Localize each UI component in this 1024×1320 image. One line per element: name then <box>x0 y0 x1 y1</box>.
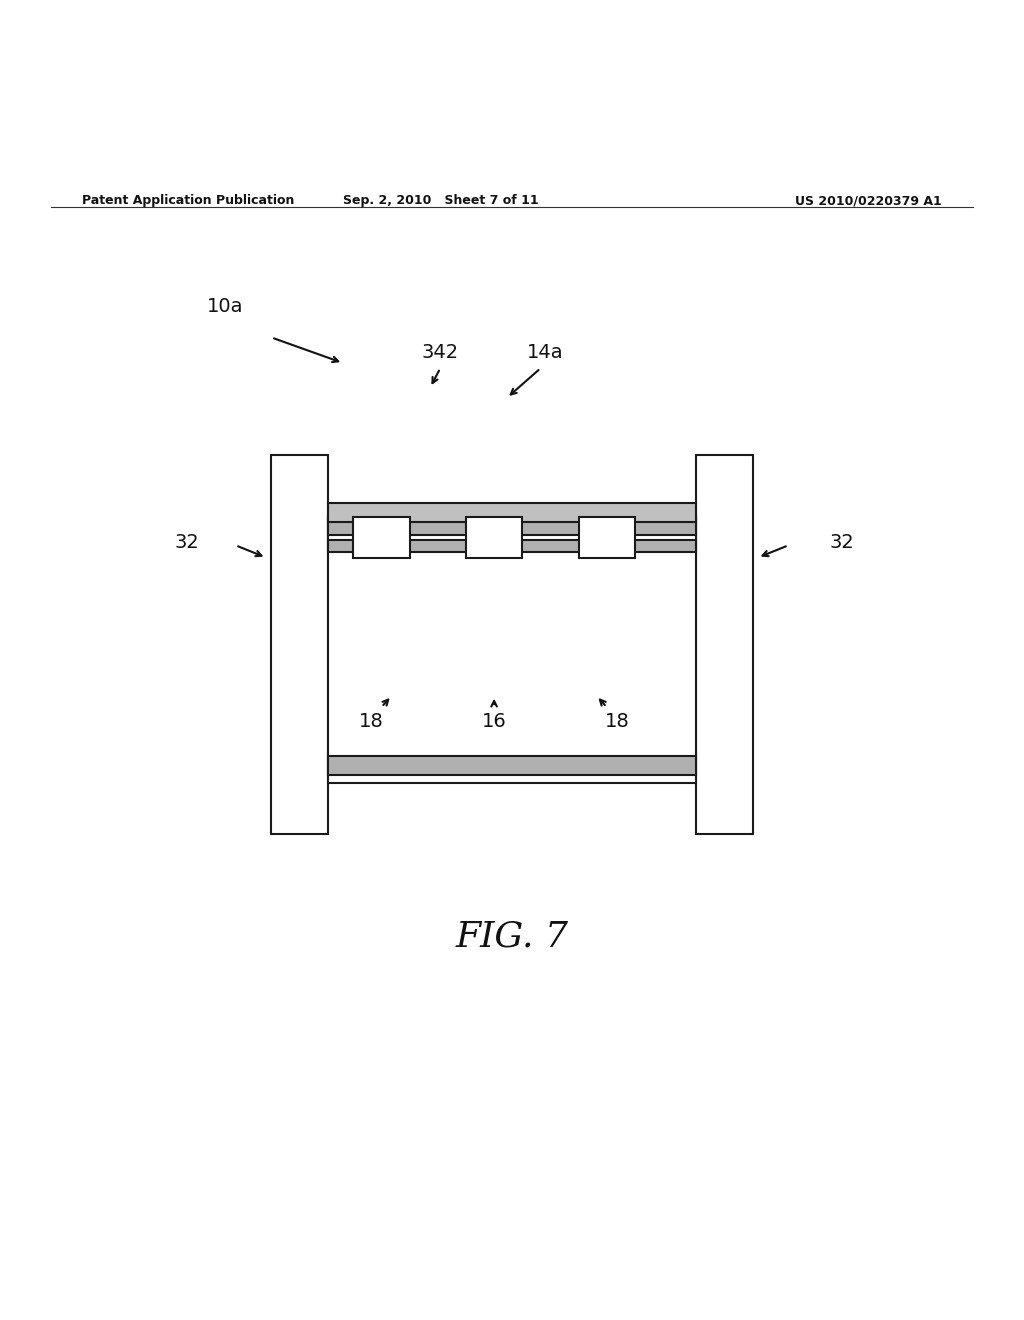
Bar <box>466 516 522 557</box>
Bar <box>328 516 696 535</box>
Text: Sep. 2, 2010   Sheet 7 of 11: Sep. 2, 2010 Sheet 7 of 11 <box>342 194 539 207</box>
Bar <box>353 516 410 557</box>
Bar <box>328 540 696 553</box>
Text: Patent Application Publication: Patent Application Publication <box>82 194 294 207</box>
Bar <box>696 455 753 834</box>
Bar <box>328 516 696 783</box>
Text: US 2010/0220379 A1: US 2010/0220379 A1 <box>796 194 942 207</box>
Text: FIG. 7: FIG. 7 <box>456 920 568 953</box>
Text: 32: 32 <box>829 533 854 552</box>
Text: 18: 18 <box>358 711 384 731</box>
Text: 18: 18 <box>604 711 630 731</box>
Text: 10a: 10a <box>207 297 244 317</box>
Bar <box>579 516 635 557</box>
Bar <box>328 503 696 521</box>
Text: 16: 16 <box>481 711 507 731</box>
Text: 14a: 14a <box>527 343 564 362</box>
Bar <box>328 756 696 775</box>
Text: 32: 32 <box>175 533 200 552</box>
Text: 342: 342 <box>422 343 459 362</box>
Bar <box>271 455 328 834</box>
